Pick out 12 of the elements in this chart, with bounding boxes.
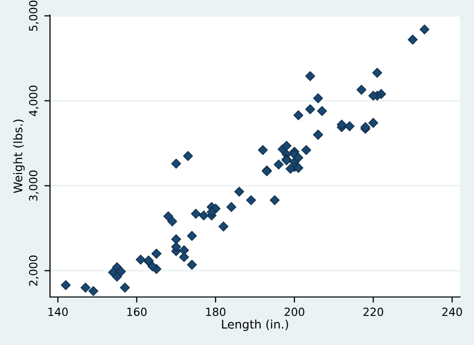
- y-tick-label: 2,000: [29, 256, 39, 286]
- y-tick-label: 4,000: [29, 86, 39, 116]
- x-axis-title: Length (in.): [222, 320, 288, 331]
- x-tick-label: 220: [363, 308, 384, 316]
- y-axis-title: Weight (lbs.): [13, 120, 25, 193]
- y-tick-label: 3,000: [29, 170, 39, 201]
- x-tick-label: 180: [206, 308, 226, 316]
- y-tick-label: 5,000: [29, 0, 39, 31]
- x-tick-label: 200: [284, 308, 304, 316]
- x-tick-label: 240: [442, 308, 462, 316]
- x-tick-label: 140: [48, 308, 68, 316]
- x-tick-label: 160: [127, 308, 147, 316]
